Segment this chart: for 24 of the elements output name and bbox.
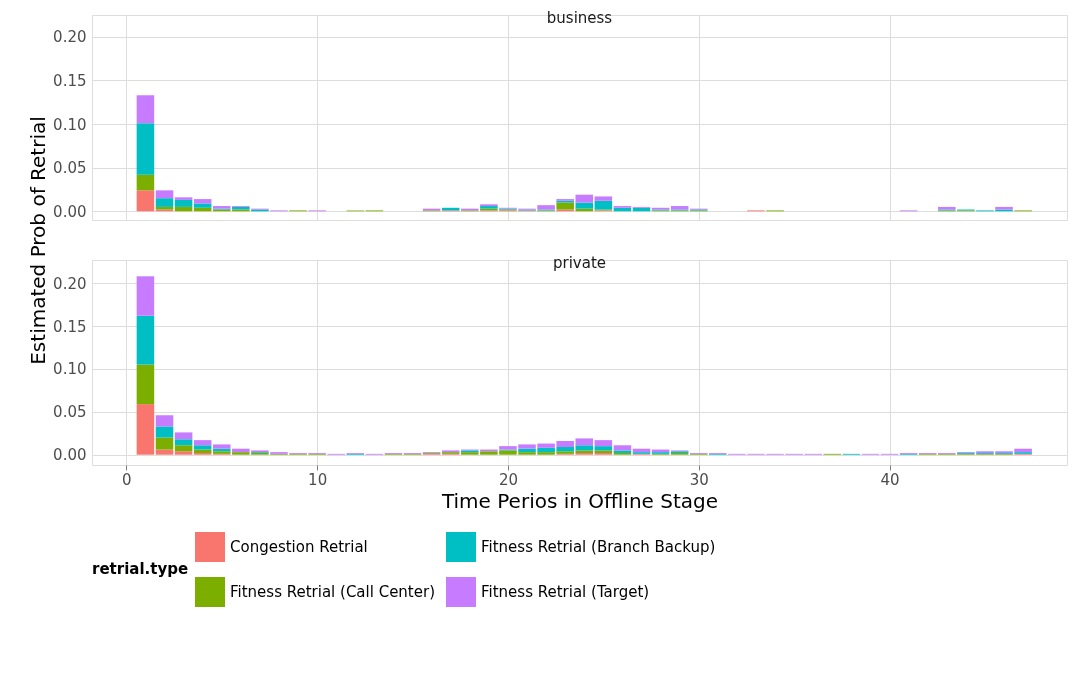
x-tick-label: 20 [498, 470, 518, 489]
y-tick-label: 0.05 [53, 159, 87, 178]
x-tick-label: 10 [308, 470, 328, 489]
chart-title: business [546, 9, 613, 27]
legend-label: Fitness Retrial (Target) [481, 583, 650, 601]
y-tick-label: 0.20 [53, 28, 87, 47]
legend-label: Fitness Retrial (Call Center) [230, 583, 435, 601]
y-tick-label: 0.10 [53, 360, 87, 379]
legend-label: Fitness Retrial (Branch Backup) [481, 538, 716, 556]
y-tick-label: 0.20 [53, 274, 87, 293]
legend-label: Congestion Retrial [230, 538, 368, 556]
chart-title: private [552, 254, 607, 272]
y-tick-label: 0.15 [53, 317, 87, 336]
y-tick-label: 0.10 [53, 115, 87, 134]
y-tick-label: 0.00 [53, 202, 87, 221]
x-axis-title: Time Perios in Offline Stage [440, 488, 719, 513]
legend-title: retrial.type [92, 560, 189, 578]
x-tick-label: 0 [122, 470, 132, 489]
y-axis-title: Estimated Prob of Retrial [26, 116, 51, 365]
x-tick-label: 40 [880, 470, 900, 489]
y-tick-label: 0.05 [53, 403, 87, 422]
x-tick-label: 30 [689, 470, 709, 489]
y-tick-label: 0.00 [53, 446, 87, 465]
y-tick-label: 0.15 [53, 71, 87, 90]
